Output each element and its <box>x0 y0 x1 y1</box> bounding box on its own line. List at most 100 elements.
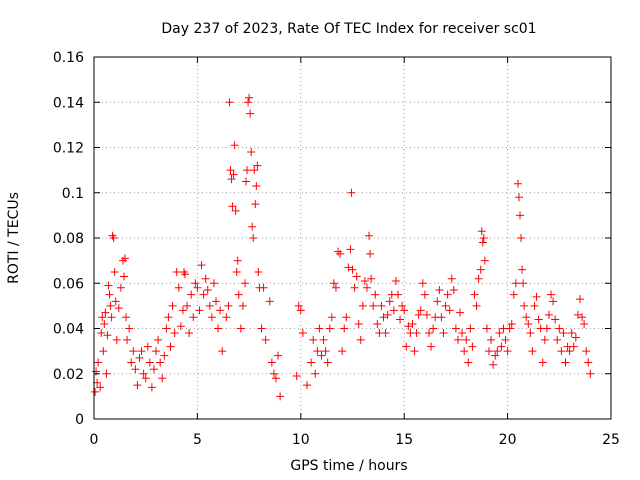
data-point-marker <box>96 383 105 392</box>
data-point-marker <box>542 324 551 333</box>
data-point-marker <box>462 335 471 344</box>
data-point-marker <box>553 335 562 344</box>
data-point-marker <box>323 358 332 367</box>
data-point-marker <box>385 297 394 306</box>
data-point-marker <box>534 315 543 324</box>
data-point-marker <box>503 347 512 356</box>
data-point-marker <box>205 301 214 310</box>
data-point-marker <box>185 329 194 338</box>
data-point-marker <box>179 267 188 276</box>
data-point-marker <box>233 256 242 265</box>
data-point-marker <box>526 329 535 338</box>
data-point-marker <box>101 308 110 317</box>
data-point-marker <box>549 297 558 306</box>
data-point-marker <box>573 310 582 319</box>
data-point-marker <box>480 256 489 265</box>
data-point-marker <box>331 283 340 292</box>
data-point-marker <box>274 351 283 360</box>
data-point-marker <box>346 245 355 254</box>
data-point-marker <box>243 166 252 175</box>
data-point-marker <box>437 313 446 322</box>
data-point-marker <box>152 347 161 356</box>
data-point-marker <box>321 347 330 356</box>
data-point-marker <box>114 304 123 313</box>
data-point-marker <box>127 358 136 367</box>
data-point-marker <box>519 279 528 288</box>
y-tick-label: 0.14 <box>53 95 84 111</box>
data-point-marker <box>365 231 374 240</box>
data-point-marker <box>495 329 504 338</box>
data-point-marker <box>422 310 431 319</box>
data-point-marker <box>358 301 367 310</box>
data-point-marker <box>122 313 131 322</box>
data-point-marker <box>236 324 245 333</box>
data-point-marker <box>468 342 477 351</box>
data-point-marker <box>404 322 413 331</box>
y-tick-label: 0.08 <box>53 231 84 247</box>
data-point-marker <box>168 301 177 310</box>
data-point-marker <box>354 319 363 328</box>
data-point-marker <box>329 279 338 288</box>
data-point-marker <box>311 369 320 378</box>
data-point-marker <box>447 274 456 283</box>
data-point-marker <box>425 329 434 338</box>
data-point-marker <box>174 283 183 292</box>
x-tick-label: 5 <box>193 432 202 448</box>
data-point-marker <box>309 335 318 344</box>
data-point-marker <box>315 324 324 333</box>
data-point-marker <box>414 310 423 319</box>
y-tick-label: 0.02 <box>53 367 84 383</box>
data-point-marker <box>347 188 356 197</box>
data-point-marker <box>408 319 417 328</box>
x-tick-label: 25 <box>602 432 620 448</box>
data-point-marker <box>478 238 487 247</box>
data-point-marker <box>227 175 236 184</box>
data-point-marker <box>118 256 127 265</box>
data-point-marker <box>460 347 469 356</box>
data-point-marker <box>420 290 429 299</box>
data-point-marker <box>418 279 427 288</box>
data-point-marker <box>391 276 400 285</box>
data-point-marker <box>412 329 421 338</box>
data-point-marker <box>474 274 483 283</box>
data-point-marker <box>224 301 233 310</box>
data-point-marker <box>516 211 525 220</box>
data-point-marker <box>149 365 158 374</box>
data-point-marker <box>458 329 467 338</box>
data-point-marker <box>400 306 409 315</box>
data-point-marker <box>530 301 539 310</box>
data-point-marker <box>575 295 584 304</box>
data-point-marker <box>540 335 549 344</box>
x-axis-label: GPS time / hours <box>290 458 407 474</box>
data-point-marker <box>109 234 118 242</box>
data-point-marker <box>250 166 259 175</box>
data-point-marker <box>352 272 361 281</box>
data-point-marker <box>261 335 270 344</box>
x-tick-label: 0 <box>90 432 99 448</box>
data-point-marker <box>369 301 378 310</box>
data-point-marker <box>298 329 307 338</box>
data-point-marker <box>433 297 442 306</box>
data-point-marker <box>129 347 138 356</box>
data-point-marker <box>336 249 345 258</box>
data-point-marker <box>249 234 258 242</box>
x-tick-label: 15 <box>395 432 413 448</box>
data-point-marker <box>222 313 231 322</box>
data-point-marker <box>569 342 578 351</box>
data-point-marker <box>476 265 485 274</box>
data-point-marker <box>580 319 589 328</box>
data-point-marker <box>586 369 595 378</box>
data-point-marker <box>393 290 402 299</box>
data-point-marker <box>252 181 261 190</box>
data-point-marker <box>325 324 334 333</box>
data-point-marker <box>119 272 128 281</box>
data-point-marker <box>240 279 249 288</box>
data-point-marker <box>571 333 580 342</box>
y-tick-label: 0.12 <box>53 141 84 157</box>
data-point-marker <box>348 265 357 274</box>
data-point-marker <box>528 347 537 356</box>
axis-ticks <box>93 56 612 420</box>
data-point-marker <box>156 358 165 367</box>
data-point-marker <box>334 247 343 256</box>
data-point-marker <box>106 301 115 310</box>
